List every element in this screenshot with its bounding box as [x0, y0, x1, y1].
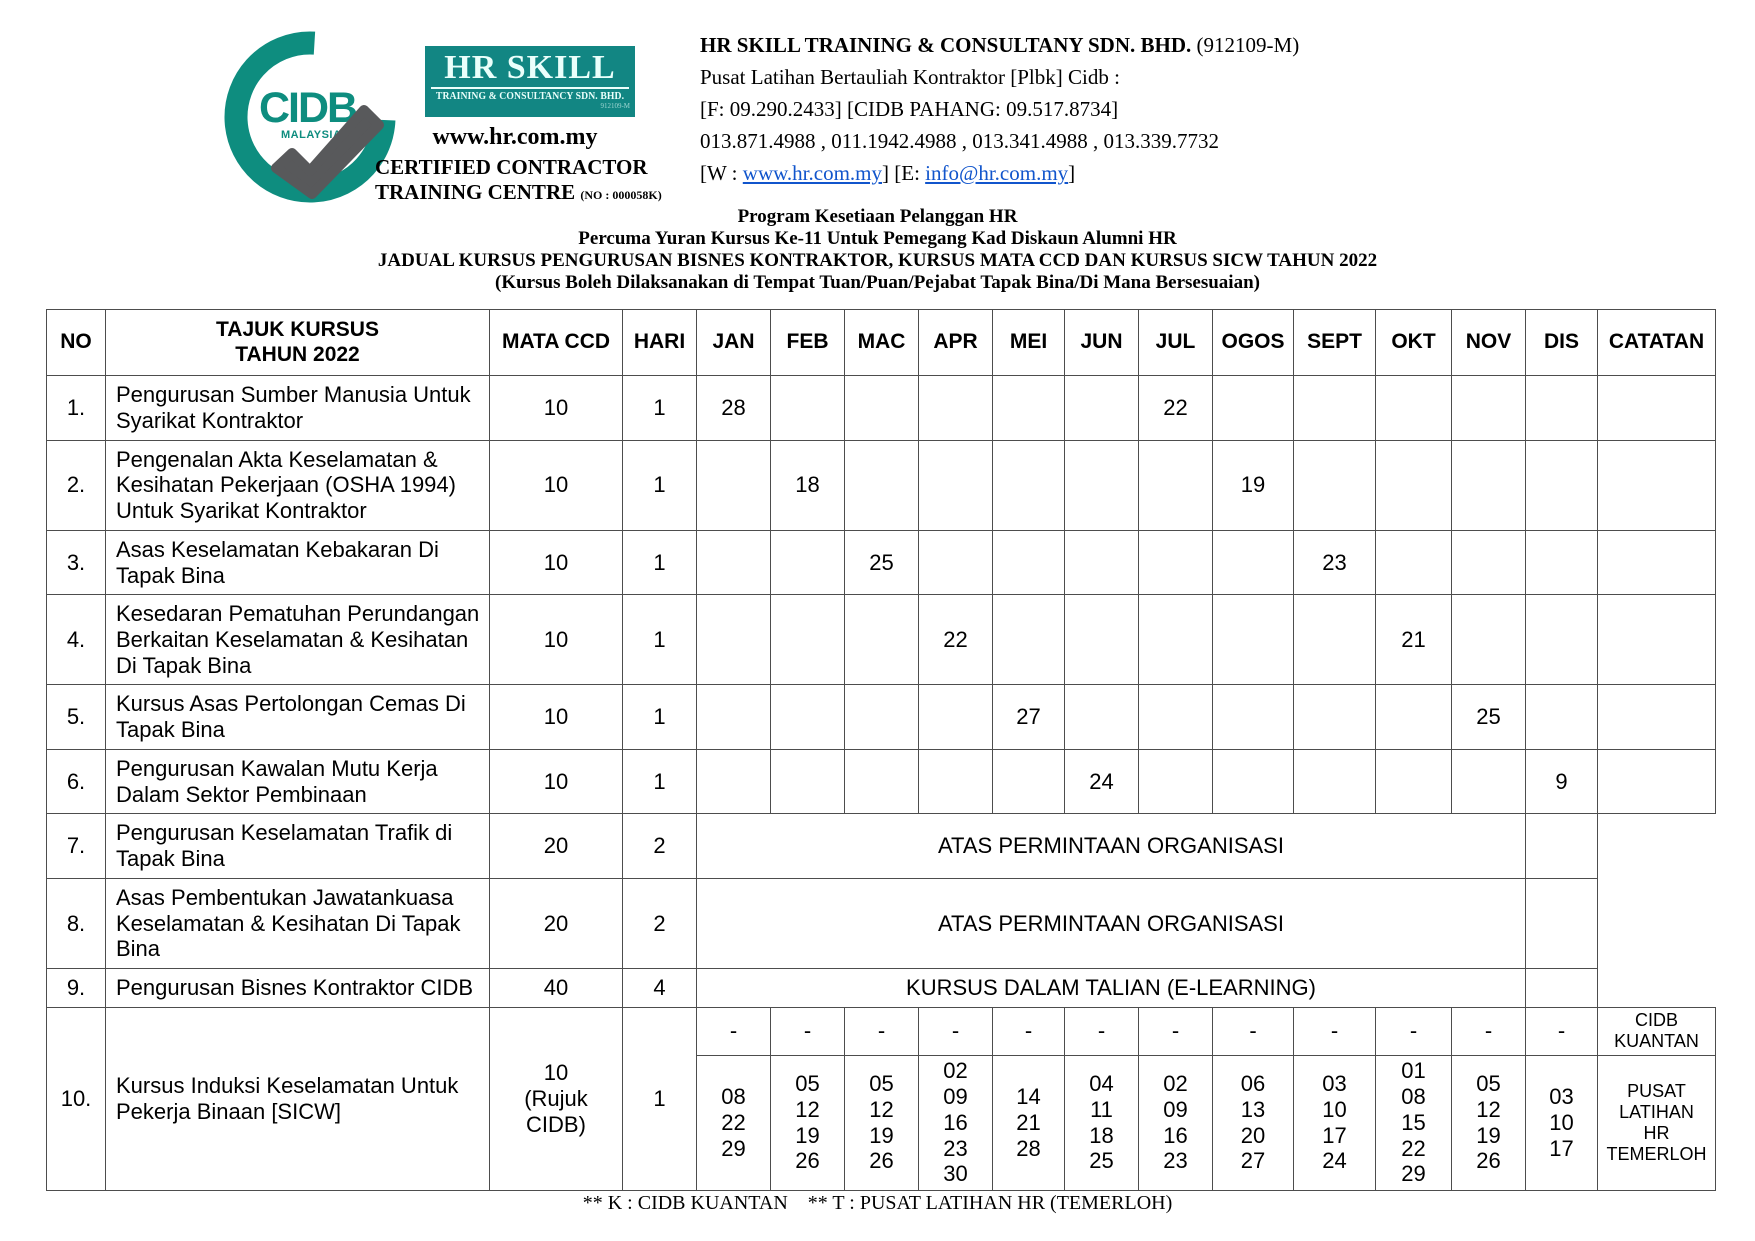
svg-text:CIDB: CIDB: [259, 84, 357, 132]
